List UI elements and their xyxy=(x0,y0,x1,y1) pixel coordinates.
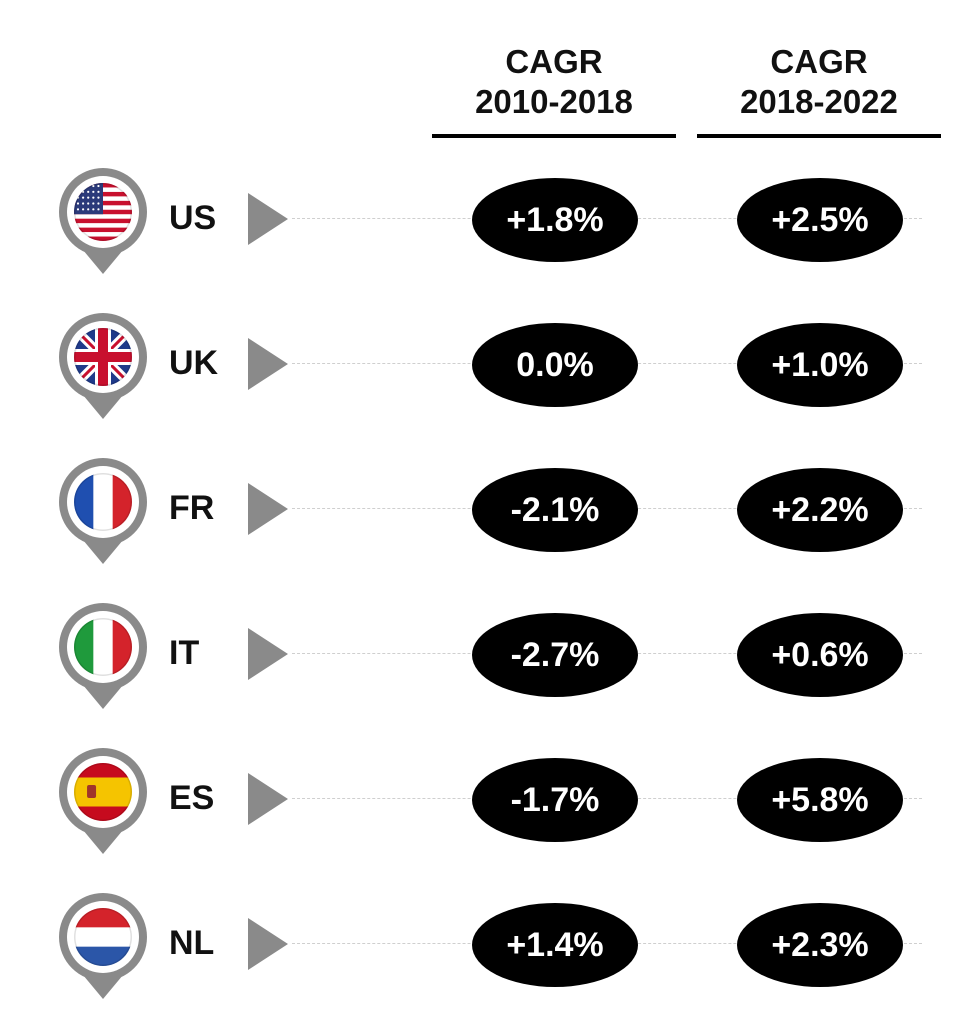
it-flag-icon xyxy=(74,618,132,676)
table-row: NL +1.4% +2.3% xyxy=(0,893,974,1023)
cagr-2018-2022-value: +2.3% xyxy=(737,903,903,987)
table-row: UK 0.0% +1.0% xyxy=(0,313,974,443)
column-header-underline xyxy=(432,134,676,138)
location-pin-icon xyxy=(57,603,149,711)
cagr-2018-2022-value: +0.6% xyxy=(737,613,903,697)
country-label: FR xyxy=(169,489,215,527)
column-header-line2: 2018-2022 xyxy=(740,83,898,120)
triangle-arrow-icon xyxy=(248,338,288,390)
column-header-line1: CAGR xyxy=(770,43,868,80)
cagr-2010-2018-value: -2.7% xyxy=(472,613,638,697)
country-label: UK xyxy=(169,344,219,382)
cagr-2010-2018-value: -1.7% xyxy=(472,758,638,842)
triangle-arrow-icon xyxy=(248,483,288,535)
triangle-arrow-icon xyxy=(248,918,288,970)
location-pin-icon xyxy=(57,168,149,276)
cagr-2010-2018-value: 0.0% xyxy=(472,323,638,407)
column-header-line2: 2010-2018 xyxy=(475,83,633,120)
column-header-cagr-2018-2022: CAGR 2018-2022 xyxy=(697,42,941,122)
country-label: NL xyxy=(169,924,215,962)
cagr-2018-2022-value: +5.8% xyxy=(737,758,903,842)
cagr-2018-2022-value: +2.5% xyxy=(737,178,903,262)
us-flag-icon xyxy=(74,183,132,241)
cagr-2018-2022-value: +2.2% xyxy=(737,468,903,552)
country-label: IT xyxy=(169,634,200,672)
nl-flag-icon xyxy=(74,908,132,966)
location-pin-icon xyxy=(57,313,149,421)
triangle-arrow-icon xyxy=(248,628,288,680)
triangle-arrow-icon xyxy=(248,193,288,245)
table-row: ES -1.7% +5.8% xyxy=(0,748,974,878)
country-label: US xyxy=(169,199,217,237)
fr-flag-icon xyxy=(74,473,132,531)
uk-flag-icon xyxy=(74,328,132,386)
country-label: ES xyxy=(169,779,215,817)
location-pin-icon xyxy=(57,458,149,566)
triangle-arrow-icon xyxy=(248,773,288,825)
cagr-2018-2022-value: +1.0% xyxy=(737,323,903,407)
table-row: FR -2.1% +2.2% xyxy=(0,458,974,588)
column-header-line1: CAGR xyxy=(505,43,603,80)
cagr-2010-2018-value: +1.8% xyxy=(472,178,638,262)
table-row: US +1.8% +2.5% xyxy=(0,168,974,298)
table-row: IT -2.7% +0.6% xyxy=(0,603,974,733)
location-pin-icon xyxy=(57,748,149,856)
cagr-2010-2018-value: -2.1% xyxy=(472,468,638,552)
column-header-cagr-2010-2018: CAGR 2010-2018 xyxy=(432,42,676,122)
location-pin-icon xyxy=(57,893,149,1001)
column-header-underline xyxy=(697,134,941,138)
cagr-2010-2018-value: +1.4% xyxy=(472,903,638,987)
